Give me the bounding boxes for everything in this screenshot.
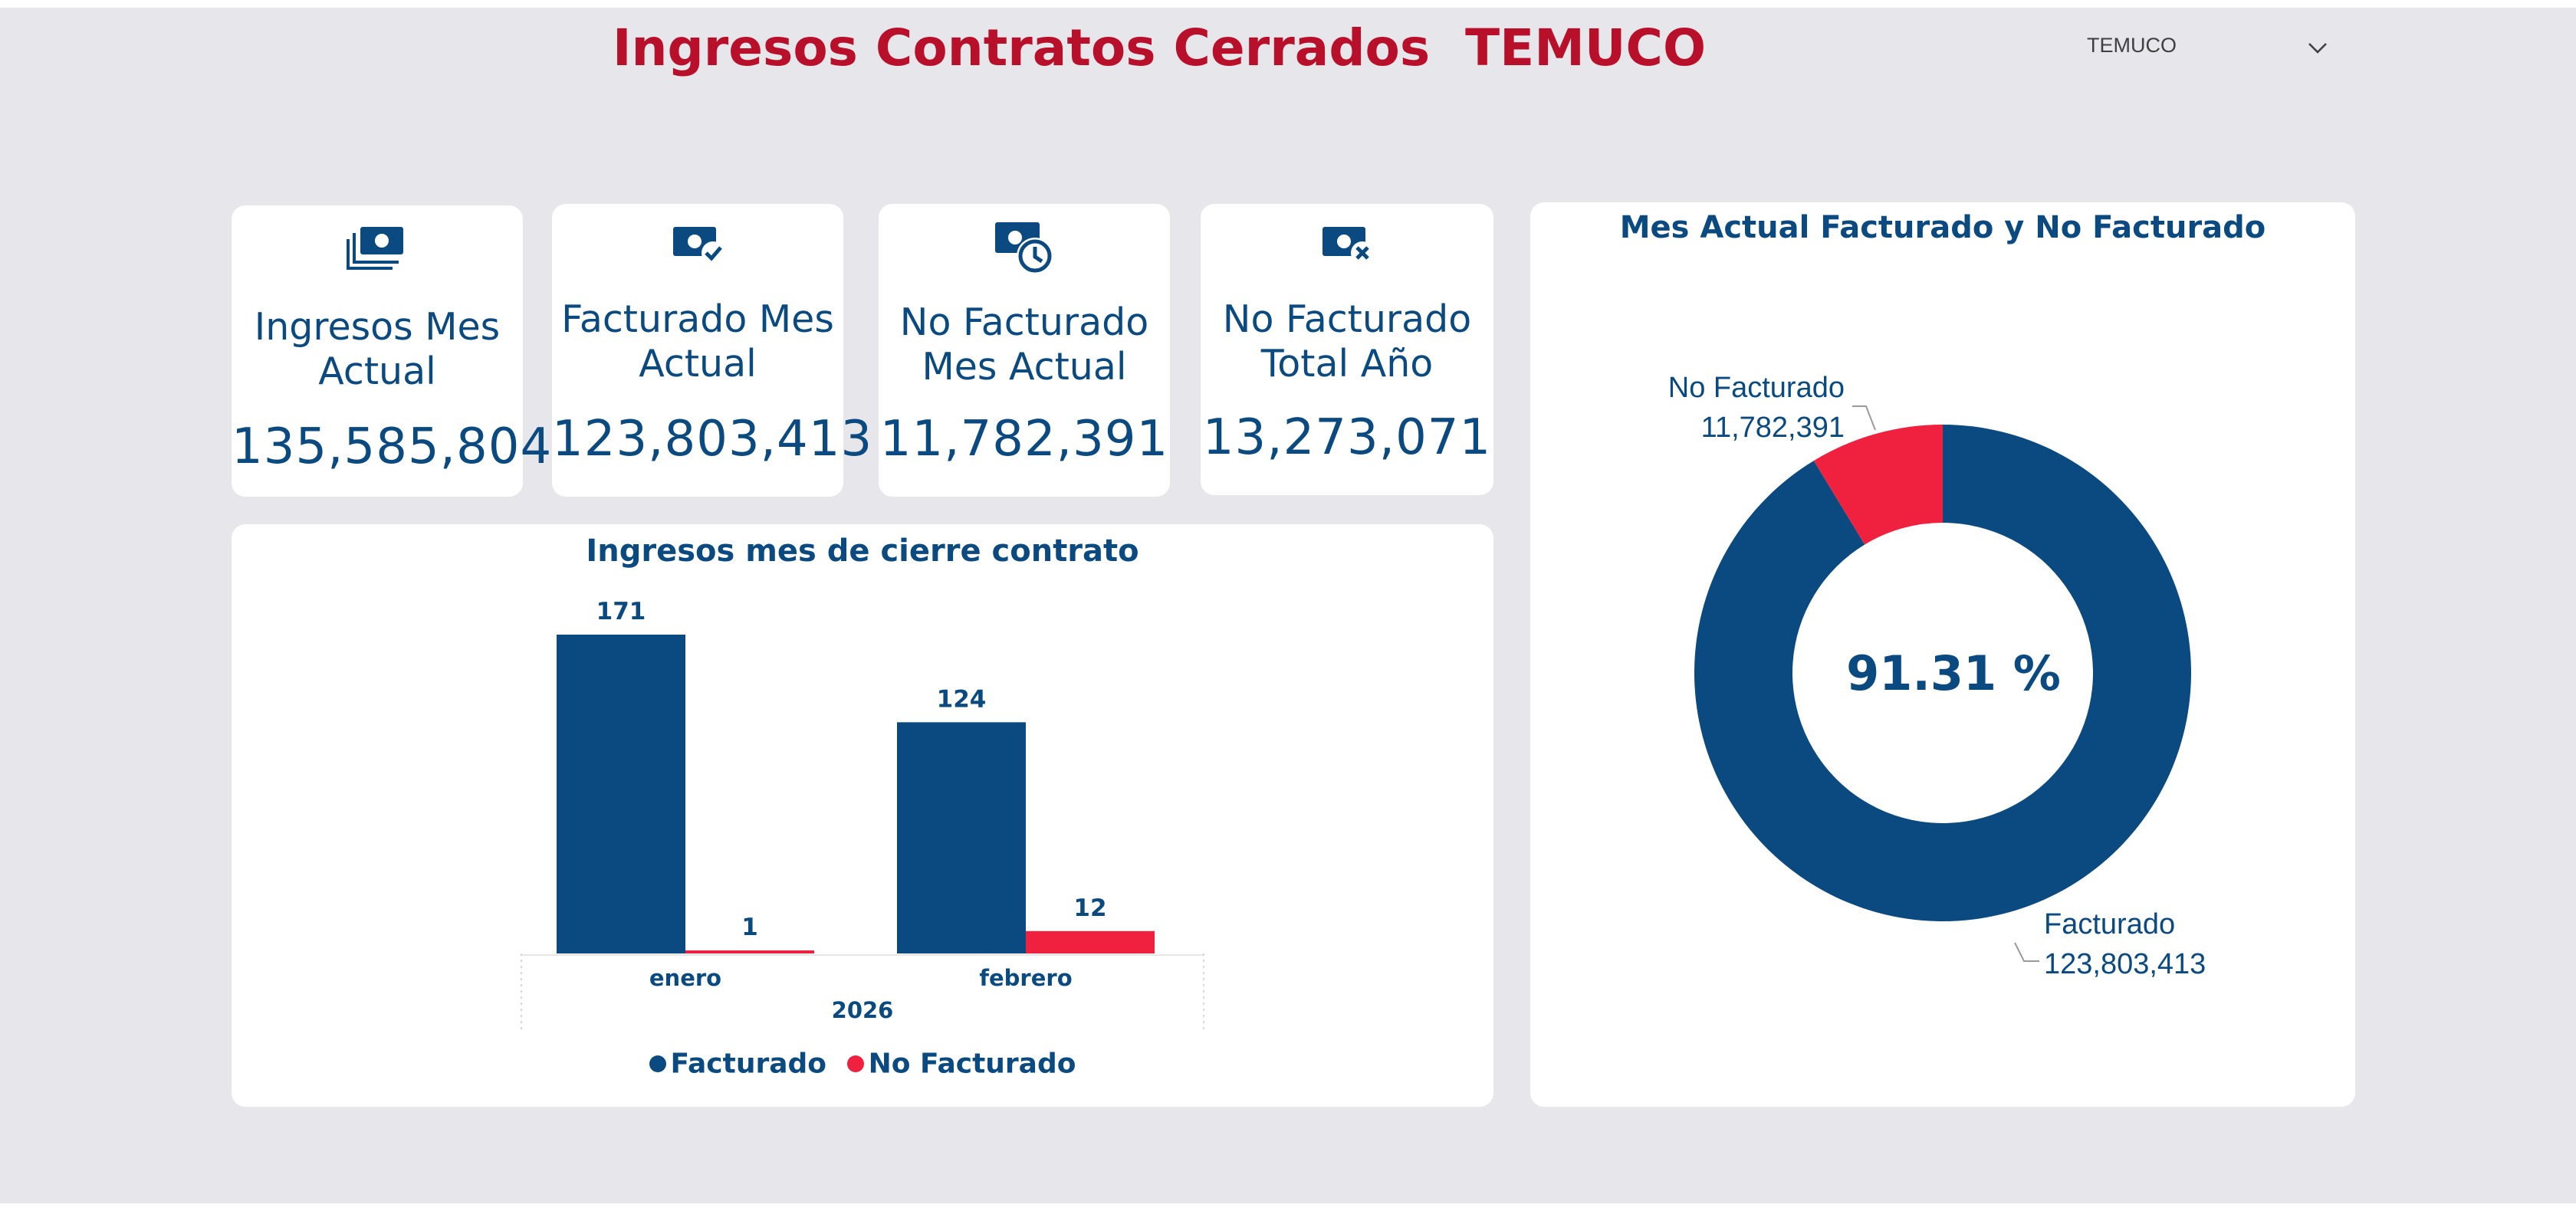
legend-dot-no-facturado <box>846 1055 864 1072</box>
kpi-label-line1: Facturado Mes <box>561 297 834 341</box>
kpi-label-line2: Total Año <box>1260 342 1434 386</box>
money-stack-icon <box>347 227 403 270</box>
bar-chart-panel: Ingresos mes de cierre contrato Facturad… <box>232 524 1493 1107</box>
kpi-label-line2: Actual <box>639 342 757 386</box>
kpi-label-line1: No Facturado <box>1222 297 1472 341</box>
money-x-icon <box>1322 227 1374 264</box>
kpi-label-line1: Ingresos Mes <box>254 305 501 349</box>
money-check-icon <box>673 227 724 264</box>
money-clock-icon <box>995 222 1053 274</box>
donut-chart-panel: Mes Actual Facturado y No Facturado <box>1530 202 2355 1107</box>
legend-label-facturado: Facturado <box>670 1048 827 1080</box>
slicer-selected-value: TEMUCO <box>2087 34 2177 57</box>
kpi-value: 123,803,413 <box>552 411 873 468</box>
kpi-value: 135,585,804 <box>232 418 553 475</box>
legend-label-no-facturado: No Facturado <box>868 1048 1076 1080</box>
legend-dot-facturado <box>649 1055 666 1072</box>
kpi-card-no-facturado-total-ano: No Facturado Total Año 13,273,071 <box>1201 204 1493 495</box>
kpi-label-line2: Actual <box>318 350 436 393</box>
page-title: Ingresos Contratos Cerrados TEMUCO <box>612 18 1707 77</box>
kpi-card-no-facturado-mes-actual: No Facturado Mes Actual 11,782,391 <box>879 204 1170 497</box>
chevron-down-icon[interactable] <box>2305 35 2331 61</box>
bar-chart-legend: Facturado No Facturado <box>232 1047 1493 1080</box>
kpi-value: 13,273,071 <box>1202 409 1492 466</box>
kpi-card-ingresos-mes-actual: Ingresos Mes Actual 135,585,804 <box>232 205 553 497</box>
kpi-card-facturado-mes-actual: Facturado Mes Actual 123,803,413 <box>552 204 873 497</box>
kpi-label-line1: No Facturado <box>899 300 1149 344</box>
kpi-label-line2: Mes Actual <box>922 345 1127 389</box>
donut-chart-title: Mes Actual Facturado y No Facturado <box>1619 210 2266 245</box>
city-slicer-dropdown[interactable]: TEMUCO <box>2070 23 2338 72</box>
bar-chart-title: Ingresos mes de cierre contrato <box>586 533 1139 569</box>
kpi-value: 11,782,391 <box>879 411 1169 468</box>
